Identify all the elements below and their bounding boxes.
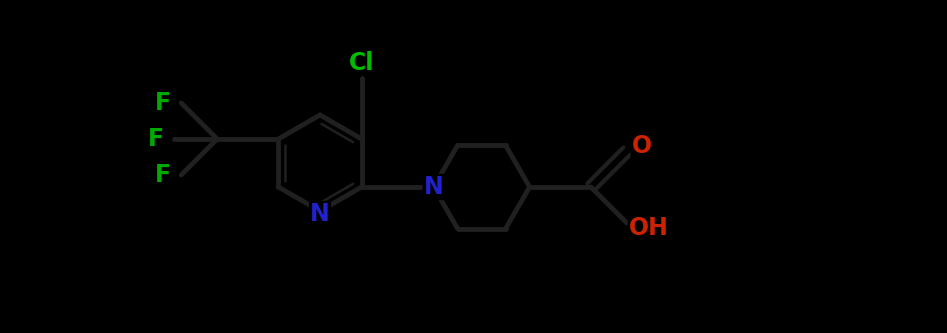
Text: O: O [632,134,652,158]
Text: N: N [423,175,443,199]
Text: N: N [310,202,330,226]
Text: Cl: Cl [348,51,374,75]
Text: F: F [148,127,164,151]
Text: F: F [155,163,171,187]
Text: F: F [155,91,171,115]
Text: OH: OH [629,216,669,240]
